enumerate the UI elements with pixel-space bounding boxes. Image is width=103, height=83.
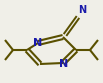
Text: N: N	[78, 5, 86, 15]
Text: N: N	[33, 38, 43, 48]
Text: N: N	[59, 59, 69, 69]
